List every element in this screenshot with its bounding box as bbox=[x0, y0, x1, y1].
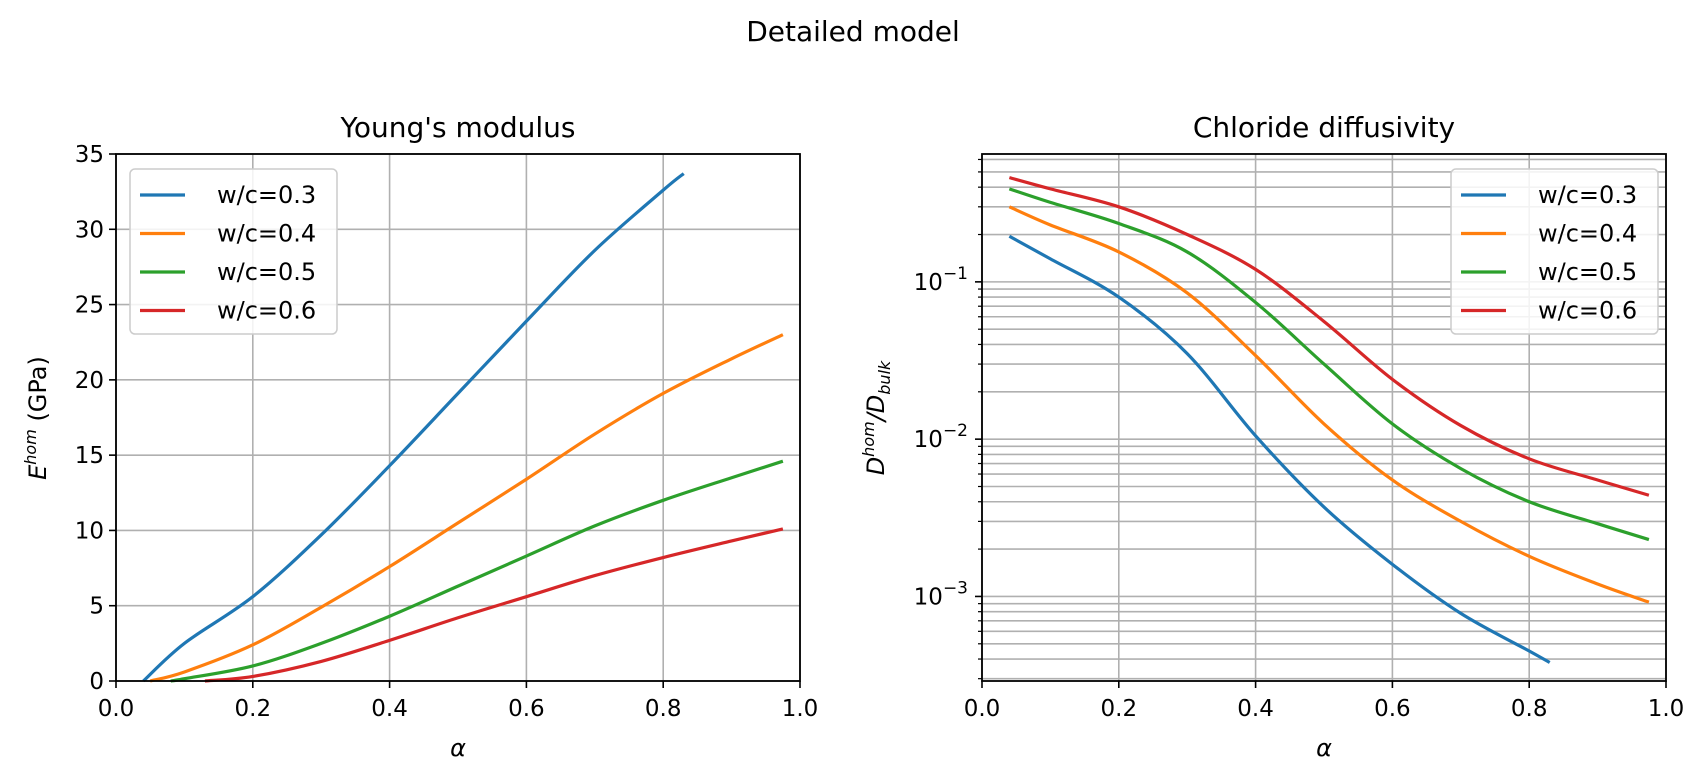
series-line-w-c-0-3 bbox=[142, 172, 685, 683]
x-tick-label: 0.6 bbox=[508, 696, 545, 722]
legend-box bbox=[1450, 168, 1659, 335]
chloride-diffusivity-chart: Chloride diffusivity 0.0 0.2 0.4 0.6 0.8 1.0 1… bbox=[859, 111, 1684, 762]
x-tick-label: 0.8 bbox=[645, 696, 682, 722]
series-line-w-c-0-5 bbox=[170, 459, 784, 683]
y-tick-label: 10−2 bbox=[914, 421, 968, 453]
y-tick-label: 30 bbox=[75, 217, 104, 243]
x-tick-label: 0.4 bbox=[1237, 696, 1274, 722]
y-tick-label: 20 bbox=[75, 368, 104, 394]
series-line-w-c-0-4 bbox=[149, 333, 784, 683]
y-tick-label: 5 bbox=[89, 594, 104, 620]
series-line-w-c-0-6 bbox=[1008, 176, 1650, 497]
figure-title: Detailed model bbox=[746, 15, 960, 48]
legend-label: w/c=0.4 bbox=[1538, 220, 1637, 248]
y-tick-label: 0 bbox=[89, 669, 104, 695]
legend-label: w/c=0.6 bbox=[1538, 297, 1637, 325]
series-line-w-c-0-6 bbox=[204, 527, 784, 683]
x-tick-label: 0.0 bbox=[98, 696, 135, 722]
legend-label: w/c=0.5 bbox=[1538, 258, 1637, 286]
series-line-w-c-0-5 bbox=[1008, 187, 1650, 542]
x-tick-label: 0.2 bbox=[235, 696, 272, 722]
youngs-modulus-x-label: α bbox=[450, 734, 466, 762]
y-tick-label: 10 bbox=[75, 518, 104, 544]
x-tick-label: 1.0 bbox=[782, 696, 819, 722]
legend-label: w/c=0.4 bbox=[217, 220, 316, 248]
x-tick-label: 0.2 bbox=[1101, 696, 1138, 722]
chloride-diffusivity-y-label: Dhom/Dbulk bbox=[859, 360, 894, 475]
legend-label: w/c=0.5 bbox=[217, 258, 316, 286]
chloride-diffusivity-x-label: α bbox=[1316, 734, 1332, 762]
legend-box bbox=[129, 168, 338, 335]
youngs-modulus-y-label: Ehom (GPa) bbox=[21, 356, 52, 480]
x-tick-label: 0.6 bbox=[1374, 696, 1411, 722]
y-tick-label: 15 bbox=[75, 443, 104, 469]
x-tick-label: 0.8 bbox=[1511, 696, 1548, 722]
chloride-diffusivity-title: Chloride diffusivity bbox=[1193, 111, 1455, 144]
legend-label: w/c=0.6 bbox=[217, 297, 316, 325]
chloride-diffusivity-legend: w/c=0.3 w/c=0.4 w/c=0.5 w/c=0.6 bbox=[1450, 168, 1659, 335]
y-tick-label: 10−1 bbox=[914, 264, 968, 296]
y-tick-label: 10−3 bbox=[914, 578, 968, 610]
y-tick-label: 35 bbox=[75, 142, 104, 168]
youngs-modulus-chart: Young's modulus 0.0 0.2 0.4 0.6 0.8 1.0 0 5 10 15… bbox=[21, 111, 818, 762]
x-tick-label: 0.4 bbox=[371, 696, 408, 722]
x-tick-label: 1.0 bbox=[1648, 696, 1685, 722]
youngs-modulus-title: Young's modulus bbox=[339, 111, 575, 144]
youngs-modulus-legend: w/c=0.3 w/c=0.4 w/c=0.5 w/c=0.6 bbox=[129, 168, 338, 335]
legend-label: w/c=0.3 bbox=[1538, 181, 1637, 209]
chloride-diffusivity-plot-frame bbox=[981, 153, 1667, 682]
x-tick-label: 0.0 bbox=[964, 696, 1001, 722]
youngs-modulus-plot-frame bbox=[115, 153, 801, 682]
series-line-w-c-0-3 bbox=[1008, 234, 1551, 664]
series-line-w-c-0-4 bbox=[1008, 205, 1650, 604]
legend-label: w/c=0.3 bbox=[217, 181, 316, 209]
y-tick-label: 25 bbox=[75, 293, 104, 319]
